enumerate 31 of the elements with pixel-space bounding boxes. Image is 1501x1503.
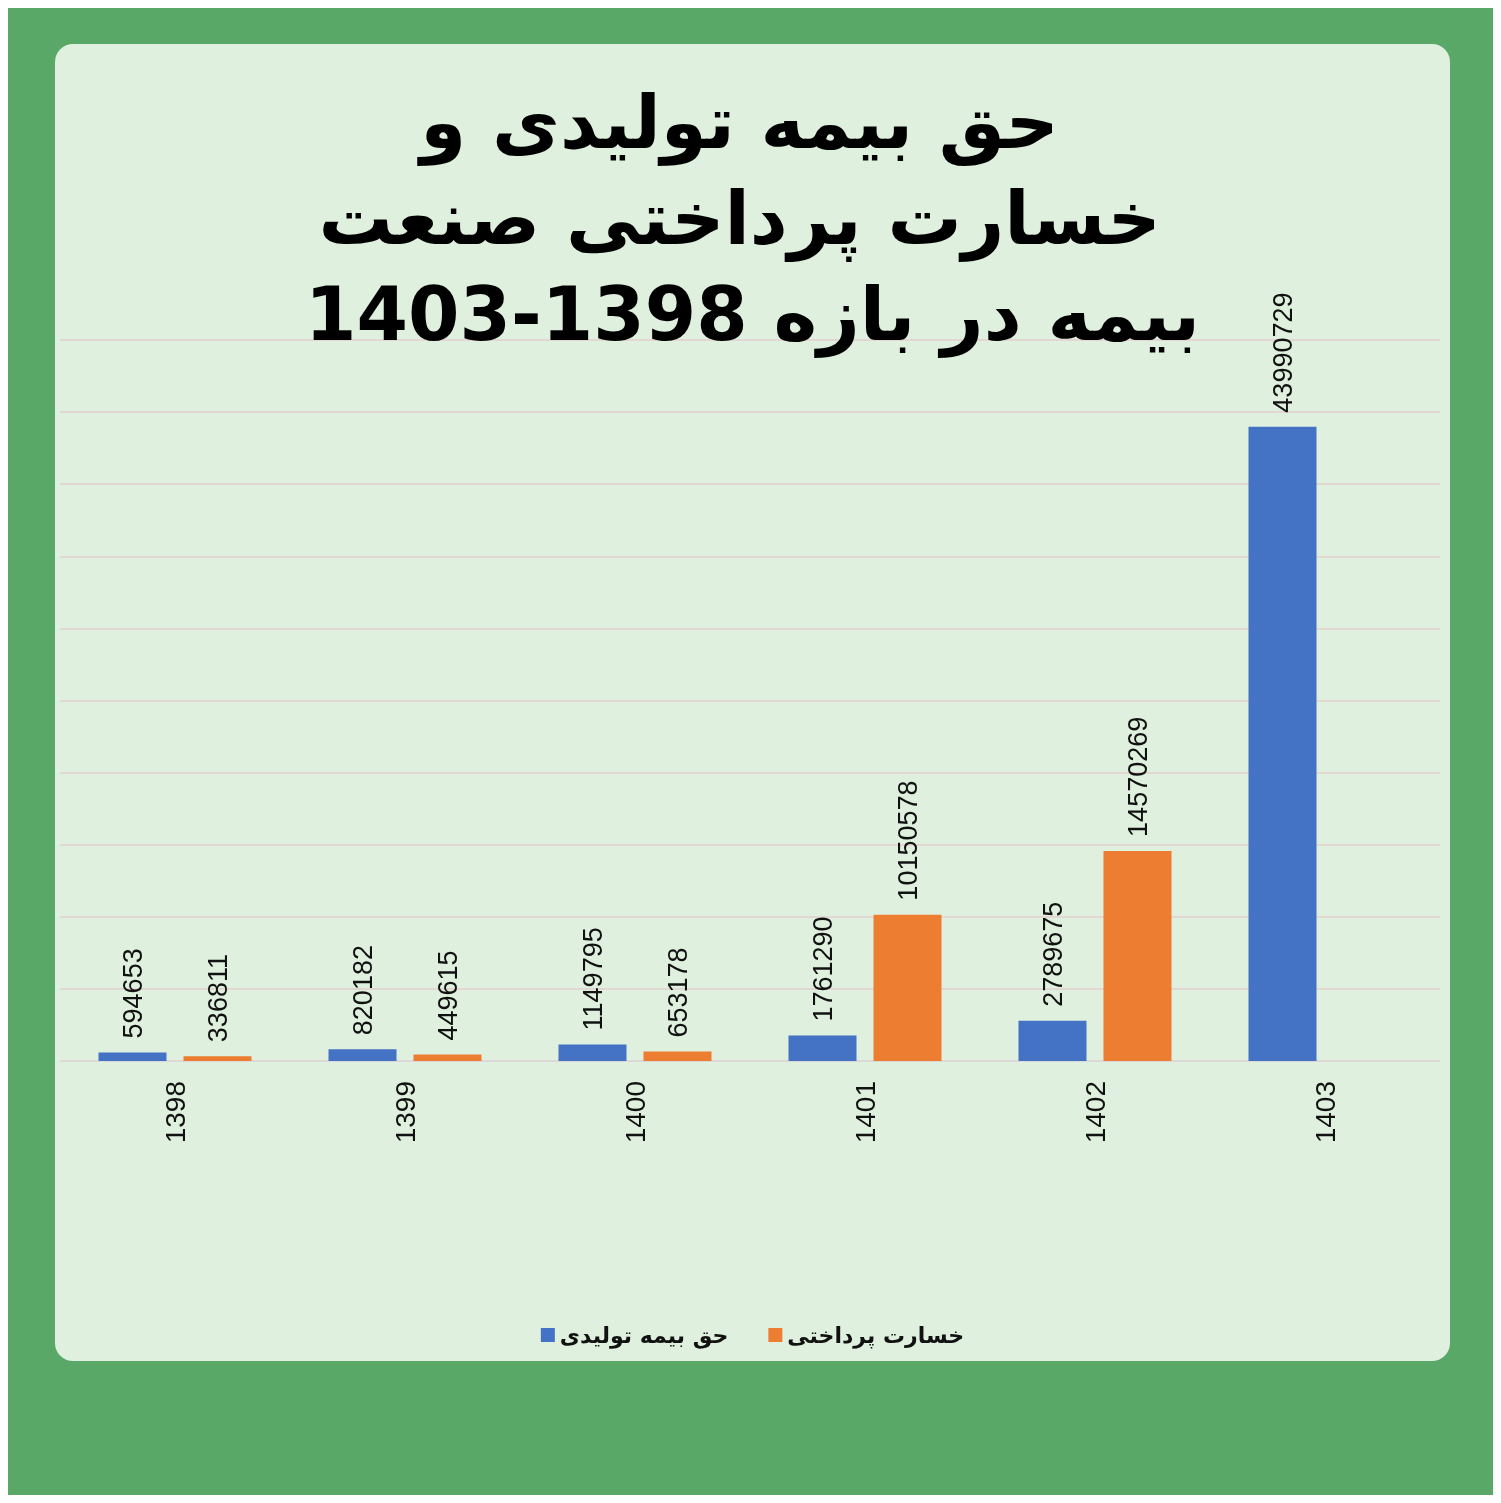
bar (328, 1049, 397, 1061)
bar (1248, 426, 1317, 1061)
x-tick-label: 1398 (159, 1081, 191, 1144)
legend-label: حق بیمه تولیدی (559, 1322, 729, 1349)
x-tick-label: 1399 (389, 1081, 421, 1144)
data-label: 449615 (432, 950, 463, 1041)
data-label: 10150578 (892, 780, 923, 901)
bar (873, 914, 942, 1061)
data-label: 14570269 (1122, 716, 1153, 837)
x-tick-label: 1403 (1309, 1081, 1341, 1144)
bar (558, 1044, 627, 1061)
bar (643, 1051, 712, 1061)
data-label: 653178 (662, 947, 693, 1038)
bar (788, 1035, 857, 1061)
data-label: 43990729 (1267, 292, 1298, 413)
data-label: 2789675 (1037, 901, 1068, 1007)
bar (1018, 1020, 1087, 1061)
bar (1103, 850, 1172, 1061)
data-label: 1149795 (577, 927, 608, 1031)
data-label: 820182 (347, 945, 378, 1036)
chart-title: حق بیمه تولیدی و خسارت پرداختی صنعت بیمه در بازه 1398-1403 (305, 79, 1200, 358)
bar (183, 1056, 252, 1061)
data-label: 1761290 (807, 916, 838, 1022)
bar (413, 1054, 482, 1061)
x-tick-label: 1400 (619, 1081, 651, 1144)
data-label: 594653 (117, 948, 148, 1039)
data-label: 336811 (202, 954, 233, 1043)
legend-label: خسارت پرداختی (787, 1322, 965, 1349)
x-tick-label: 1401 (849, 1081, 881, 1144)
x-tick-label: 1402 (1079, 1081, 1111, 1144)
bar (98, 1052, 167, 1061)
